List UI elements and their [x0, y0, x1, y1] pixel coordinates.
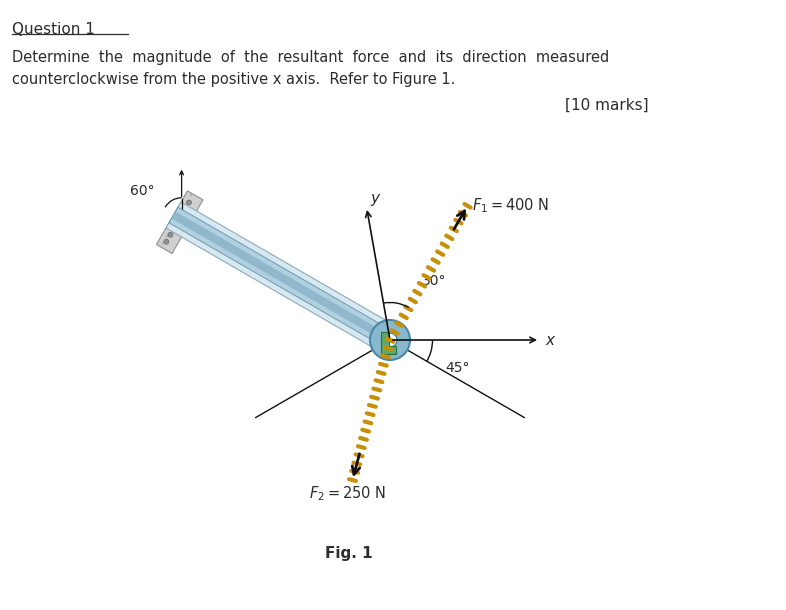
Circle shape	[370, 320, 410, 360]
Polygon shape	[166, 202, 398, 353]
Text: y: y	[370, 191, 380, 206]
Circle shape	[180, 210, 185, 216]
Circle shape	[174, 221, 179, 226]
Text: [10 marks]: [10 marks]	[565, 98, 648, 113]
Text: $F_2 = 250$ N: $F_2 = 250$ N	[309, 484, 386, 503]
Polygon shape	[171, 212, 392, 343]
Circle shape	[186, 200, 192, 205]
Text: 30°: 30°	[422, 274, 446, 288]
Text: Fig. 1: Fig. 1	[325, 546, 373, 561]
Text: $F_1 = 400$ N: $F_1 = 400$ N	[472, 197, 549, 215]
Text: x: x	[545, 333, 554, 348]
Circle shape	[168, 232, 173, 237]
Circle shape	[383, 333, 397, 347]
Text: 45°: 45°	[445, 361, 469, 375]
Polygon shape	[169, 207, 395, 348]
Text: counterclockwise from the positive x axis.  Refer to Figure 1.: counterclockwise from the positive x axi…	[12, 72, 455, 87]
Circle shape	[164, 239, 169, 244]
Text: Question 1: Question 1	[12, 22, 95, 37]
Text: Determine  the  magnitude  of  the  resultant  force  and  its  direction  measu: Determine the magnitude of the resultant…	[12, 50, 609, 65]
Text: 60°: 60°	[130, 184, 154, 198]
Polygon shape	[156, 191, 203, 254]
Polygon shape	[381, 332, 396, 354]
